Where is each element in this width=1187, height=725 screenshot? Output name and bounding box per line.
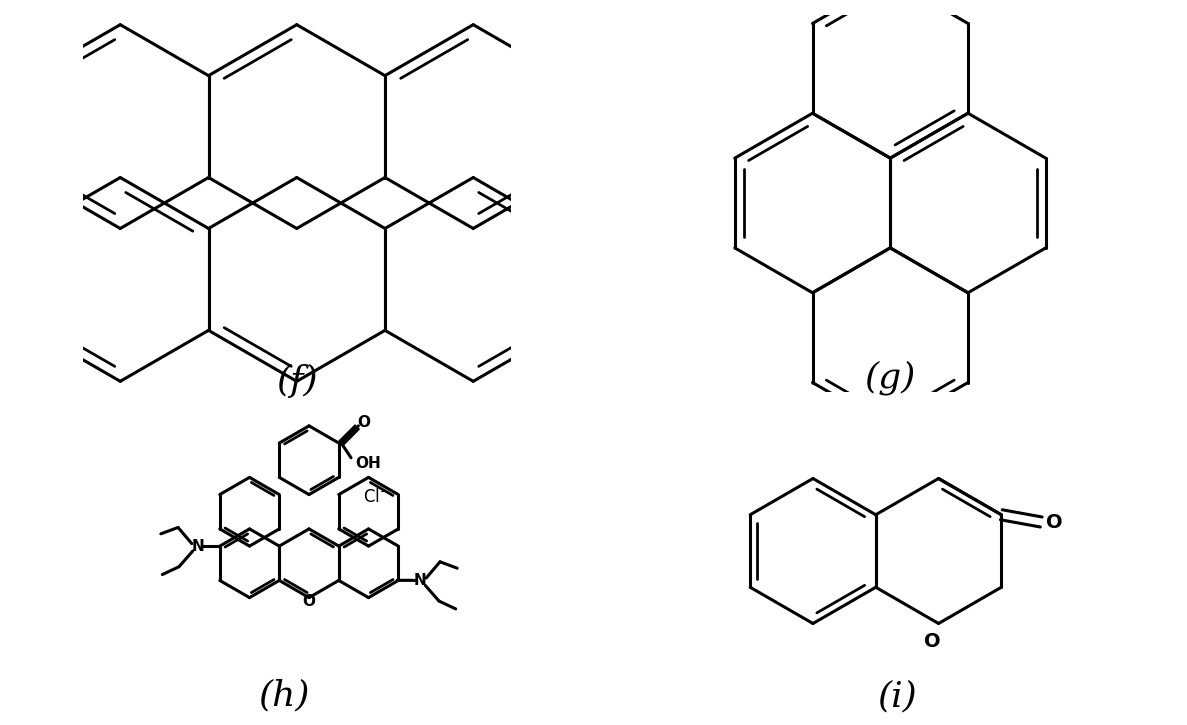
Text: Cl$^{-}$: Cl$^{-}$ (363, 488, 389, 506)
Text: OH: OH (355, 456, 381, 471)
Text: O: O (357, 415, 370, 430)
Text: O: O (1046, 513, 1062, 531)
Text: (i): (i) (877, 679, 918, 713)
Text: O: O (303, 594, 316, 609)
Text: (g): (g) (864, 361, 916, 395)
Text: N: N (191, 539, 204, 554)
Text: O: O (925, 632, 941, 651)
Text: N: N (414, 573, 427, 588)
Text: (f): (f) (275, 364, 318, 398)
Text: (h): (h) (259, 679, 310, 713)
